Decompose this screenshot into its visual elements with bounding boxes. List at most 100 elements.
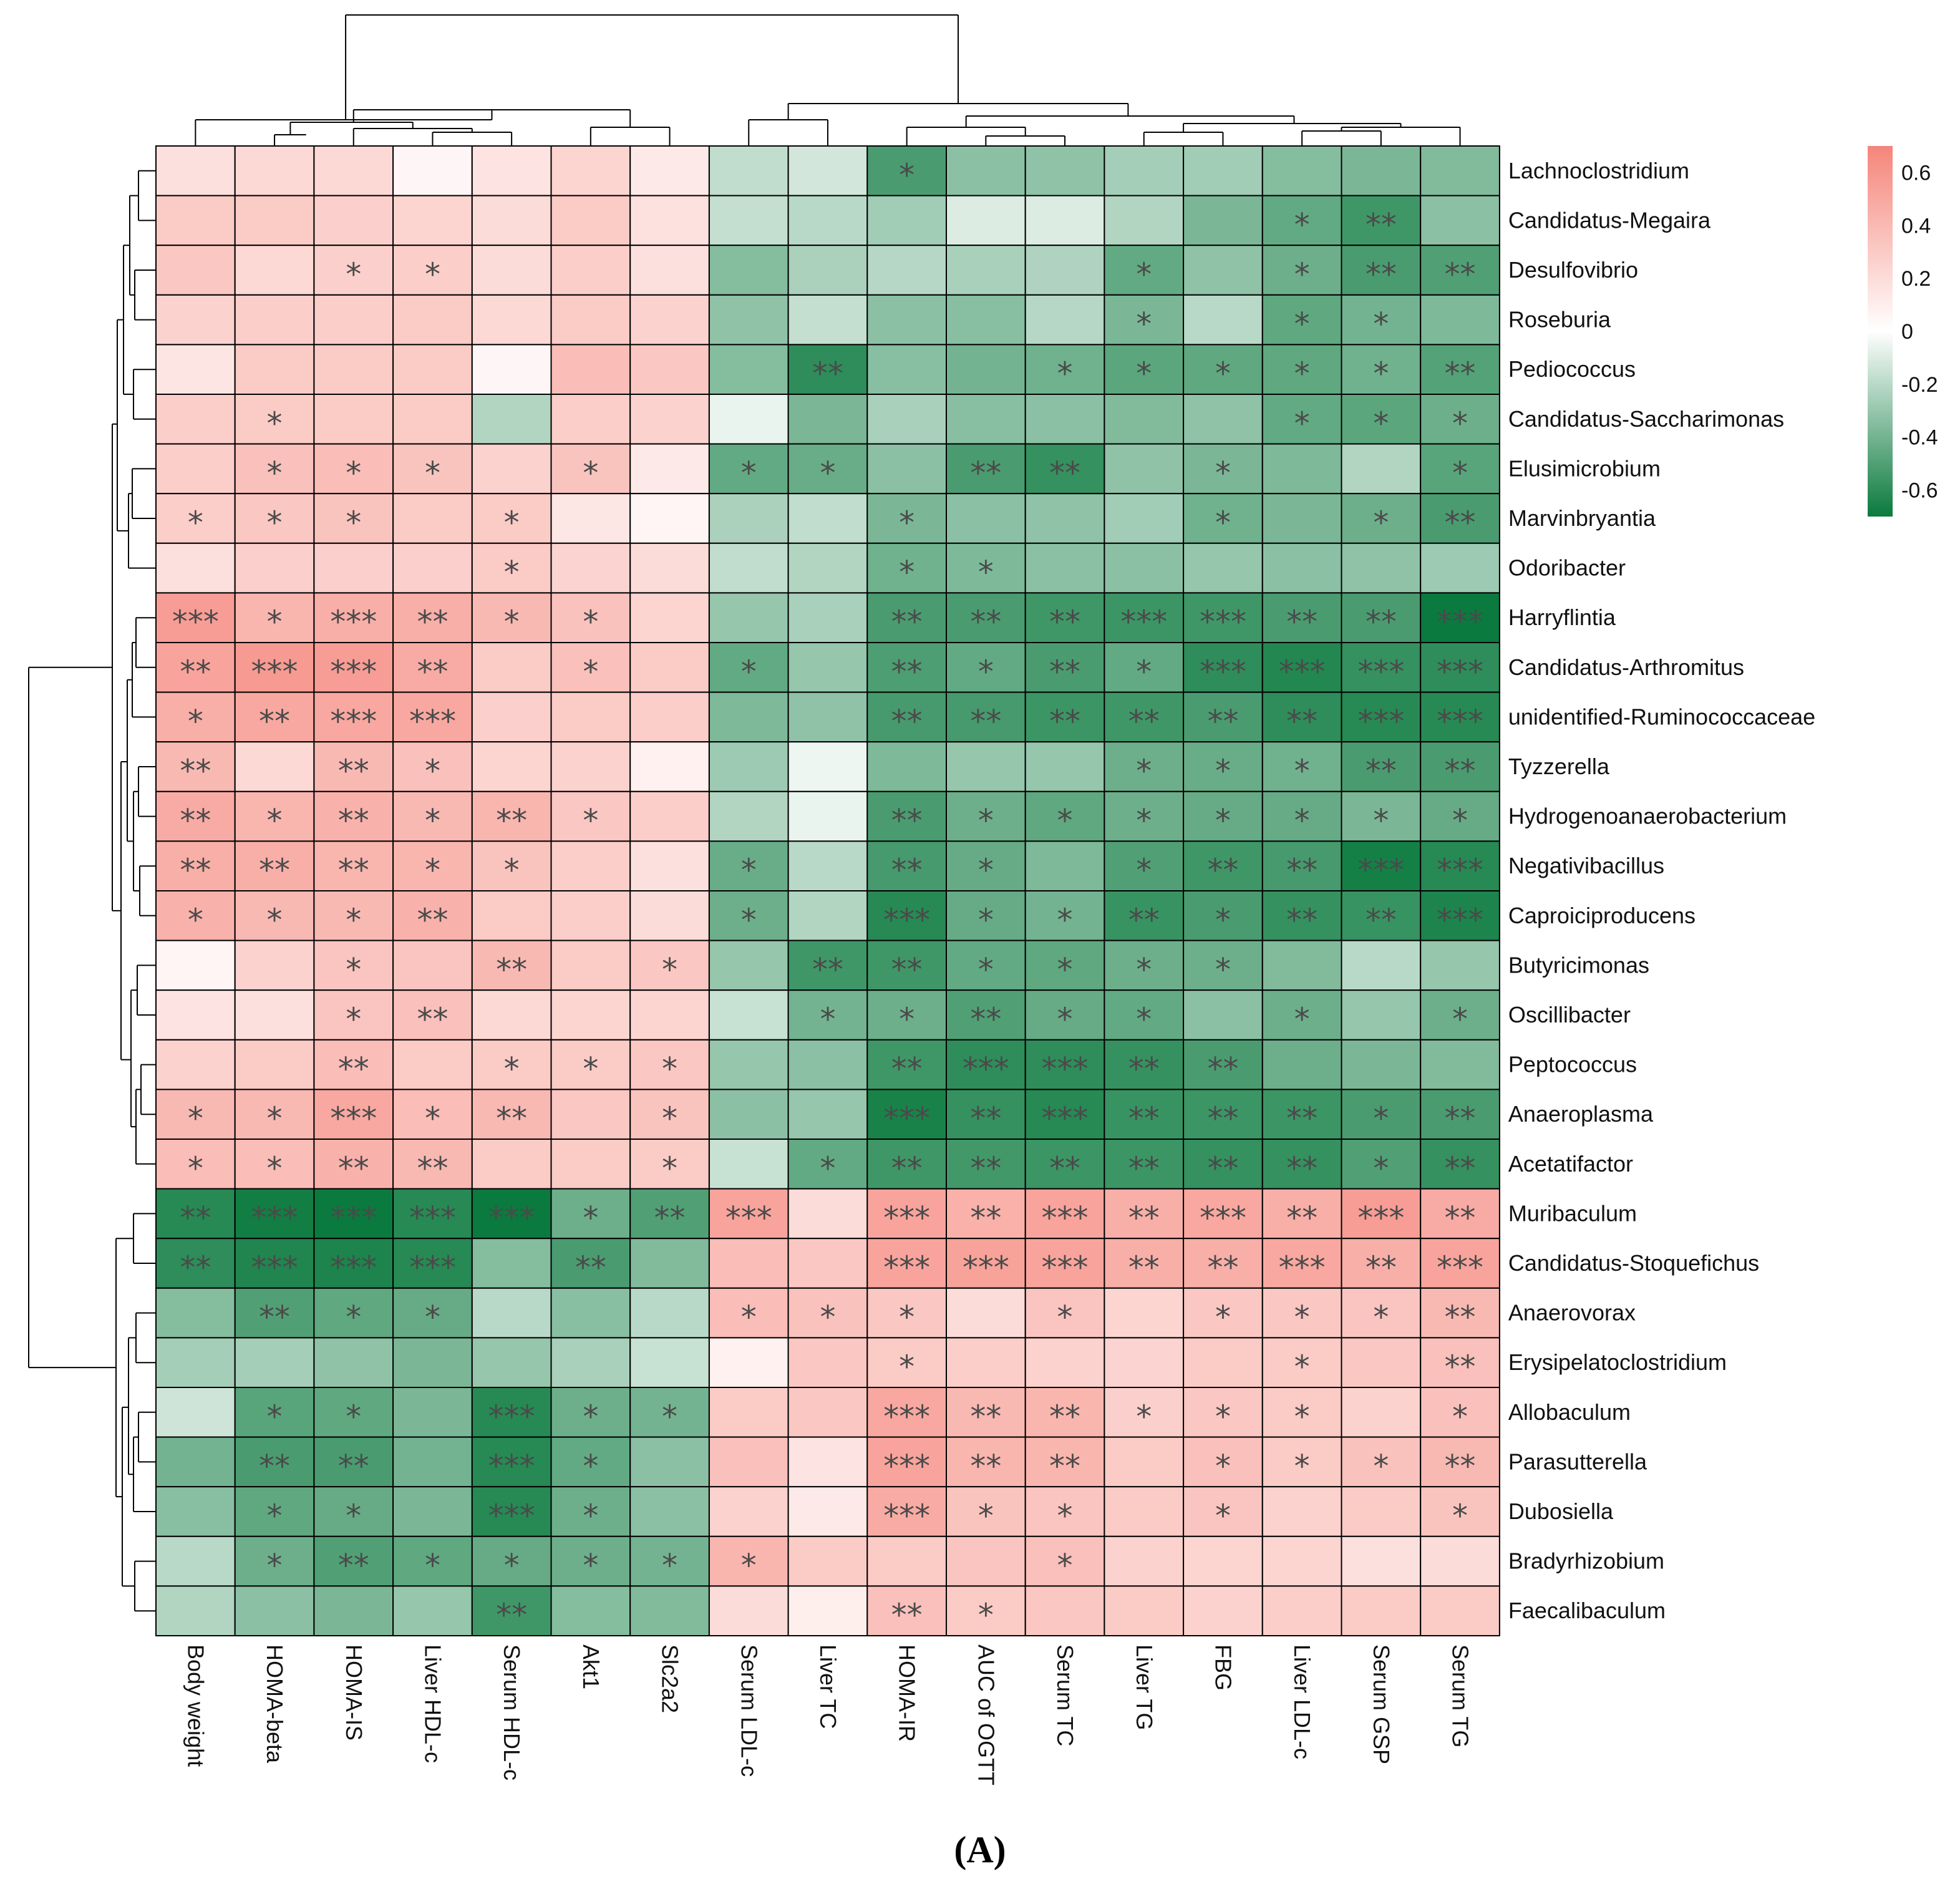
significance-mark: *** [1279, 654, 1326, 690]
heatmap-cell [708, 691, 789, 743]
significance-mark: * [346, 256, 361, 293]
heatmap-cell [708, 1585, 789, 1636]
heatmap-cell [1104, 642, 1185, 693]
heatmap-cell [392, 195, 473, 246]
significance-mark: * [1373, 356, 1389, 392]
heatmap-cell [629, 1585, 710, 1636]
heatmap-cell [155, 1039, 236, 1090]
heatmap-cell [1341, 940, 1422, 991]
significance-mark: ** [180, 1250, 211, 1286]
heatmap-cell [234, 394, 315, 445]
heatmap-cell [946, 493, 1026, 544]
significance-mark: ** [1286, 902, 1317, 938]
legend-tick-label: 0.6 [1901, 161, 1931, 185]
heatmap-cell [392, 642, 473, 693]
heatmap-cell [155, 642, 236, 693]
heatmap-cell [708, 195, 789, 246]
heatmap-cell [866, 394, 948, 445]
heatmap-cell [1341, 294, 1422, 346]
heatmap-cell [708, 245, 789, 296]
heatmap-cell [1420, 294, 1500, 346]
heatmap-cell [550, 691, 631, 743]
heatmap-cell [234, 294, 315, 346]
heatmap-cell [1341, 1535, 1422, 1587]
significance-mark: ** [1049, 703, 1080, 739]
heatmap-cell [550, 890, 631, 941]
heatmap-cell [1024, 493, 1105, 544]
heatmap-cell [471, 294, 552, 346]
heatmap-cell [1261, 1039, 1342, 1090]
heatmap-cell [1183, 1039, 1263, 1090]
significance-mark: * [1294, 1299, 1310, 1336]
heatmap-cell [471, 1039, 552, 1090]
row-dendrogram [28, 170, 156, 1612]
heatmap-cell [550, 1436, 631, 1488]
heatmap-cell [155, 145, 236, 197]
heatmap-cell [1024, 989, 1105, 1041]
significance-mark: *** [488, 1448, 535, 1484]
significance-mark: ** [417, 1001, 448, 1037]
significance-mark: *** [1200, 1200, 1246, 1236]
significance-mark: * [346, 902, 361, 938]
heatmap-cell [1341, 890, 1422, 941]
heatmap-cell [1261, 1535, 1342, 1587]
heatmap-cell [1024, 840, 1105, 892]
heatmap-cell [1104, 1486, 1185, 1537]
significance-mark: * [1373, 306, 1389, 342]
significance-mark: ** [654, 1200, 686, 1236]
significance-mark: ** [259, 852, 290, 888]
heatmap-cell [708, 1238, 789, 1289]
heatmap-cell [234, 741, 315, 792]
significance-mark: *** [172, 604, 219, 640]
heatmap-cell [392, 790, 473, 842]
heatmap-cell [550, 1337, 631, 1388]
heatmap-cell [550, 1139, 631, 1190]
heatmap-cell [629, 145, 710, 197]
heatmap-cell [866, 542, 948, 594]
heatmap-cell [392, 1436, 473, 1488]
heatmap-cell [1104, 1585, 1185, 1636]
heatmap-cell [1183, 741, 1263, 792]
significance-mark: * [1294, 206, 1310, 243]
heatmap-cell [1104, 443, 1185, 495]
heatmap-cell [946, 542, 1026, 594]
significance-mark: * [583, 455, 598, 491]
heatmap-cell [155, 1387, 236, 1438]
legend-tick-label: -0.4 [1901, 426, 1938, 450]
significance-mark: ** [180, 803, 211, 839]
row-label: Desulfovibrio [1508, 257, 1638, 283]
significance-mark: * [583, 1399, 598, 1435]
heatmap-cell [787, 741, 868, 792]
row-label: Allobaculum [1508, 1399, 1631, 1425]
heatmap-cell [313, 1238, 394, 1289]
significance-mark: * [583, 654, 598, 690]
heatmap-cell [629, 1188, 710, 1240]
heatmap-cell [392, 245, 473, 296]
significance-mark: ** [180, 1200, 211, 1236]
significance-mark: * [1452, 455, 1468, 491]
heatmap-cell [1261, 1188, 1342, 1240]
significance-mark: ** [1286, 852, 1317, 888]
heatmap-cell [787, 1188, 868, 1240]
heatmap-cell [471, 195, 552, 246]
heatmap-cell [708, 1139, 789, 1190]
significance-mark: ** [1366, 256, 1397, 293]
heatmap-cell [550, 394, 631, 445]
significance-mark: * [425, 753, 440, 789]
heatmap-cell [1341, 840, 1422, 892]
heatmap-cell [708, 592, 789, 644]
significance-mark: ** [338, 803, 369, 839]
heatmap-cell [1420, 493, 1500, 544]
heatmap-cell [866, 443, 948, 495]
row-label: Peptococcus [1508, 1052, 1637, 1077]
heatmap-cell [1104, 691, 1185, 743]
significance-mark: * [1215, 356, 1231, 392]
heatmap-cell [234, 245, 315, 296]
significance-mark: * [583, 1548, 598, 1584]
heatmap-cell [234, 691, 315, 743]
significance-mark: * [583, 1200, 598, 1236]
significance-mark: ** [259, 1448, 290, 1484]
heatmap-cell [866, 989, 948, 1041]
significance-mark: ** [1049, 604, 1080, 640]
heatmap-cell [392, 890, 473, 941]
